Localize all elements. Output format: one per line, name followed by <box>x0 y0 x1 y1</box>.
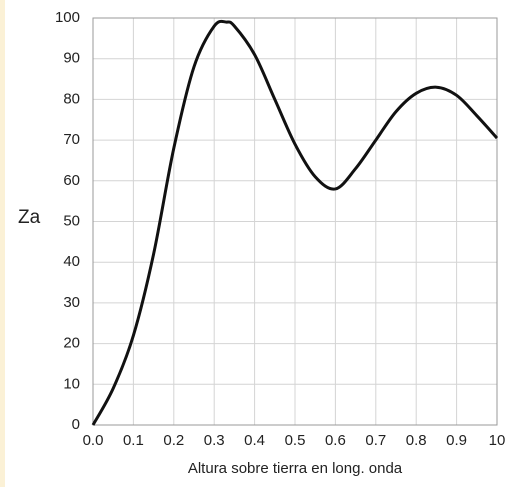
x-tick-label: 0.6 <box>325 432 346 449</box>
x-tick-label: 10 <box>489 432 506 449</box>
y-tick-label: 80 <box>63 90 80 107</box>
y-axis-label: Za <box>18 207 41 228</box>
x-tick-label: 0.1 <box>123 432 144 449</box>
data-line <box>91 19 499 426</box>
x-tick-label: 0.4 <box>244 432 265 449</box>
x-tick-label: 0.7 <box>365 432 386 449</box>
y-tick-label: 70 <box>63 131 80 148</box>
y-tick-label: 20 <box>63 335 80 352</box>
x-tick-label: 0.3 <box>204 432 225 449</box>
plot-frame <box>92 17 498 426</box>
x-tick-label: 0.8 <box>406 432 427 449</box>
side-strip <box>0 0 5 487</box>
x-tick-label: 0.9 <box>446 432 467 449</box>
y-tick-label: 100 <box>55 9 80 26</box>
x-tick-label: 0.5 <box>285 432 306 449</box>
y-tick-label: 30 <box>63 294 80 311</box>
x-axis-label: Altura sobre tierra en long. onda <box>188 460 403 477</box>
y-tick-label: 50 <box>63 212 80 229</box>
y-tick-label: 0 <box>72 416 80 433</box>
x-tick-label: 0.2 <box>163 432 184 449</box>
y-tick-label: 60 <box>63 172 80 189</box>
x-tick-label: 0.0 <box>83 432 104 449</box>
y-tick-label: 40 <box>63 253 80 270</box>
y-tick-label: 10 <box>63 375 80 392</box>
y-tick-label: 90 <box>63 50 80 67</box>
